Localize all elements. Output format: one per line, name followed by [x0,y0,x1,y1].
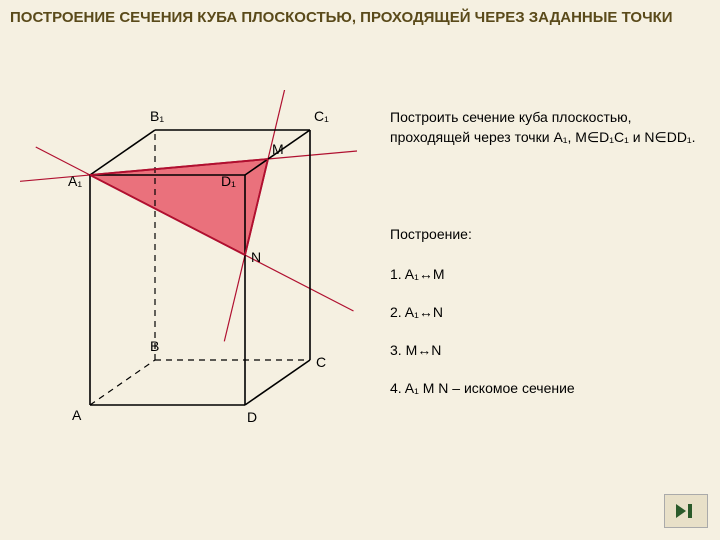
forward-icon [674,502,698,520]
step-4: 4. A₁ M N – искомое сечение [390,379,575,399]
vertex-label-B1: B₁ [150,108,164,124]
vertex-label-B: B [150,338,159,354]
vertex-label-C1: C₁ [314,108,329,124]
vertex-label-D1: D₁ [221,173,236,189]
next-button[interactable] [664,494,708,528]
cube-diagram: A B C D A₁ B₁ C₁ D₁ M N [20,90,360,430]
step-2: 2. A₁↔N [390,303,443,323]
vertex-label-M: M [272,141,284,157]
step-1: 1. A₁↔M [390,265,445,285]
vertex-label-A1: A₁ [68,173,82,189]
vertex-label-N: N [251,249,261,265]
vertex-label-C: C [316,354,326,370]
step-3: 3. M↔N [390,341,441,361]
vertex-label-D: D [247,409,257,425]
construction-label: Построение: [390,225,472,245]
task-text: Построить сечение куба плоскостью, прохо… [390,108,700,147]
page-title: ПОСТРОЕНИЕ СЕЧЕНИЯ КУБА ПЛОСКОСТЬЮ, ПРОХ… [10,8,710,28]
vertex-label-A: A [72,407,81,423]
